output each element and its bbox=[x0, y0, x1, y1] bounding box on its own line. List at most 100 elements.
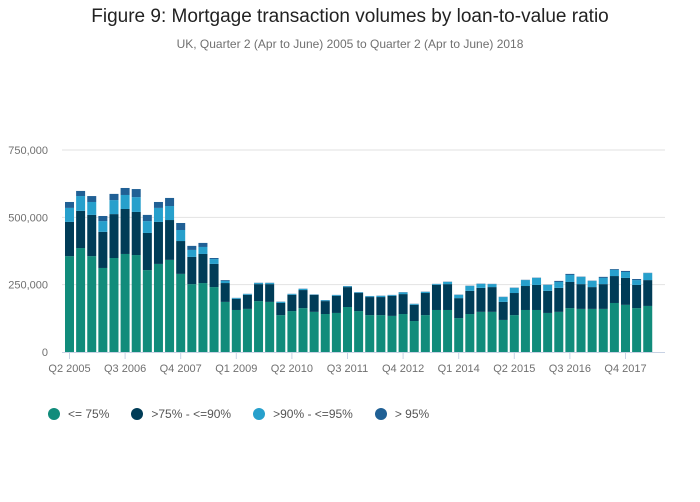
bar-segment-75-90: Q2 2016 >75% - <=90%: 89000 bbox=[554, 287, 564, 312]
bar-segment-75-90: Q3 2016 >75% - <=90%: 97000 bbox=[565, 281, 575, 309]
bar-segment-le75: Q4 2008 <= 75%: 186000 bbox=[220, 301, 230, 352]
bar-segment-gt95: Q3 2017 > 95%: 3000 bbox=[609, 269, 619, 270]
bar-segment-75-90: Q1 2008 >75% - <=90%: 101000 bbox=[187, 256, 197, 285]
x-tick-label: Q2 2015 bbox=[493, 363, 535, 375]
bar-segment-75-90: Q4 2015 >75% - <=90%: 93000 bbox=[532, 284, 542, 310]
bar-segment-75-90: Q2 2007 >75% - <=90%: 156000 bbox=[153, 221, 163, 264]
bar-segment-90-95: Q2 2018 >90% - <=95%: 26000 bbox=[643, 273, 653, 281]
bar-segment-75-90: Q3 2012 >75% - <=90%: 74000 bbox=[387, 295, 397, 316]
bar-segment-le75: Q3 2011 <= 75%: 167000 bbox=[343, 307, 352, 352]
bar-segment-90-95: Q1 2008 >90% - <=95%: 26000 bbox=[187, 249, 197, 257]
y-tick-label: 500,000 bbox=[8, 212, 48, 224]
bar-segment-90-95: Q2 2016 >90% - <=95%: 22000 bbox=[554, 281, 564, 288]
y-tick-label: 0 bbox=[42, 347, 48, 359]
bar-segment-90-95: Q3 2009 >90% - <=95%: 4000 bbox=[254, 283, 264, 285]
x-tick-label: Q3 2011 bbox=[327, 363, 368, 375]
x-tick-label: Q4 2017 bbox=[604, 363, 646, 375]
bar-segment-75-90: Q2 2006 >75% - <=90%: 163000 bbox=[109, 214, 119, 259]
bar-segment-gt95: Q1 2007 > 95%: 23000 bbox=[142, 214, 152, 222]
bar-segment-gt95: Q1 2018 > 95%: 4000 bbox=[632, 279, 642, 281]
bar-segment-le75: Q2 2018 <= 75%: 171000 bbox=[643, 305, 653, 352]
bar-segment-le75: Q4 2010 <= 75%: 149000 bbox=[309, 311, 319, 352]
bar-segment-90-95: Q2 2014 >90% - <=95%: 18000 bbox=[465, 286, 475, 291]
bar-segment-le75: Q2 2013 <= 75%: 137000 bbox=[420, 315, 430, 352]
bar-segment-75-90: Q4 2006 >75% - <=90%: 160000 bbox=[131, 211, 141, 256]
bar-segment-le75: Q3 2013 <= 75%: 156000 bbox=[431, 309, 441, 352]
bar-segment-75-90: Q1 2009 >75% - <=90%: 41000 bbox=[231, 298, 241, 310]
bar-segment-gt95: Q1 2008 > 95%: 15000 bbox=[187, 245, 197, 250]
bar-segment-gt95: Q2 2006 > 95%: 23000 bbox=[109, 193, 119, 201]
bar-segment-90-95: Q2 2009 >90% - <=95%: 3000 bbox=[242, 294, 252, 295]
bar-segment-75-90: Q3 2005 >75% - <=90%: 138000 bbox=[76, 210, 86, 249]
bar-segment-le75: Q4 2005 <= 75%: 356000 bbox=[87, 256, 97, 352]
bar-segment-75-90: Q3 2017 >75% - <=90%: 100000 bbox=[609, 276, 619, 303]
bar-segment-gt95: Q3 2005 > 95%: 19000 bbox=[76, 190, 86, 197]
bar-segment-gt95: Q4 2008 > 95%: 3000 bbox=[220, 280, 230, 281]
bar-segment-le75: Q1 2008 <= 75%: 252000 bbox=[187, 284, 197, 352]
bar-segment-le75: Q1 2009 <= 75%: 156000 bbox=[231, 309, 241, 352]
bar-segment-90-95: Q2 2013 >90% - <=95%: 4000 bbox=[420, 291, 430, 294]
bar-segment-75-90: Q4 2011 >75% - <=90%: 67000 bbox=[354, 293, 364, 312]
bar-segment-75-90: Q3 2006 >75% - <=90%: 167000 bbox=[120, 208, 130, 254]
bar-segment-90-95: Q2 2010 >90% - <=95%: 3000 bbox=[287, 294, 297, 295]
bar-segment-le75: Q1 2015 <= 75%: 119000 bbox=[498, 319, 508, 352]
legend-swatch bbox=[374, 408, 387, 420]
bar-segment-le75: Q3 2015 <= 75%: 156000 bbox=[520, 309, 530, 352]
x-tick-label: Q2 2010 bbox=[271, 363, 313, 375]
bar-segment-75-90: Q2 2009 >75% - <=90%: 52000 bbox=[242, 294, 252, 309]
legend-item-75-90: >75% - <=90% bbox=[131, 407, 231, 421]
bar-segment-75-90: Q2 2012 >75% - <=90%: 67000 bbox=[376, 297, 386, 316]
bar-segment-75-90: Q3 2014 >75% - <=90%: 89000 bbox=[476, 287, 486, 312]
bar-segment-90-95: Q3 2015 >90% - <=95%: 22000 bbox=[520, 280, 530, 287]
bar-segment-75-90: Q2 2008 >75% - <=90%: 108000 bbox=[198, 253, 208, 284]
legend-label: >75% - <=90% bbox=[151, 407, 232, 421]
bar-segment-le75: Q3 2017 <= 75%: 182000 bbox=[609, 302, 619, 352]
bar-segment-75-90: Q1 2007 >75% - <=90%: 138000 bbox=[142, 232, 152, 271]
bar-segment-90-95: Q3 2010 >90% - <=95%: 4000 bbox=[298, 288, 308, 291]
bar-segment-90-95: Q3 2011 >90% - <=95%: 3000 bbox=[343, 286, 352, 288]
bar-segment-75-90: Q1 2016 >75% - <=90%: 82000 bbox=[543, 290, 553, 313]
bar-segment-le75: Q3 2009 <= 75%: 189000 bbox=[254, 301, 264, 352]
bar-segment-90-95: Q1 2007 >90% - <=95%: 44000 bbox=[142, 221, 152, 233]
bar-segment-75-90: Q3 2011 >75% - <=90%: 74000 bbox=[343, 287, 352, 308]
bar-segment-90-95: Q2 2015 >90% - <=95%: 19000 bbox=[509, 287, 519, 294]
bar-segment-le75: Q4 2006 <= 75%: 360000 bbox=[131, 255, 141, 352]
bar-segment-le75: Q2 2006 <= 75%: 349000 bbox=[109, 258, 119, 352]
x-tick-label: Q1 2014 bbox=[438, 363, 480, 375]
bar-segment-75-90: Q1 2012 >75% - <=90%: 67000 bbox=[365, 297, 375, 316]
legend: <= 75% >75% - <=90% >90% - <=95% > 95% bbox=[48, 407, 451, 421]
bar-segment-le75: Q1 2013 <= 75%: 115000 bbox=[409, 321, 419, 352]
bar-segment-le75: Q1 2016 <= 75%: 145000 bbox=[543, 312, 553, 352]
bar-segment-le75: Q3 2008 <= 75%: 241000 bbox=[209, 287, 219, 352]
x-tick-label: Q4 2007 bbox=[160, 363, 202, 375]
bar-segment-75-90: Q3 2010 >75% - <=90%: 67000 bbox=[298, 290, 308, 309]
bar-segment-75-90: Q2 2015 >75% - <=90%: 82000 bbox=[509, 293, 519, 316]
bar-segment-75-90: Q2 2017 >75% - <=90%: 92000 bbox=[598, 284, 608, 309]
bar-segment-le75: Q3 2007 <= 75%: 342000 bbox=[165, 259, 175, 352]
legend-item-le75: <= 75% bbox=[48, 407, 109, 421]
y-tick-label: 250,000 bbox=[8, 280, 48, 292]
bar-segment-90-95: Q1 2011 >90% - <=95%: 3000 bbox=[320, 300, 330, 302]
bar-segment-gt95: Q3 2008 > 95%: 4000 bbox=[209, 258, 219, 260]
bar-segment-75-90: Q2 2010 >75% - <=90%: 60000 bbox=[287, 294, 297, 312]
bar-segment-90-95: Q1 2015 >90% - <=95%: 18000 bbox=[498, 297, 508, 302]
bar-segment-90-95: Q2 2007 >90% - <=95%: 52000 bbox=[153, 207, 163, 222]
bar-segment-gt95: Q2 2016 > 95%: 4000 bbox=[554, 280, 564, 282]
bar-segment-le75: Q1 2012 <= 75%: 137000 bbox=[365, 315, 375, 352]
bar-segment-le75: Q4 2014 <= 75%: 149000 bbox=[487, 311, 497, 352]
bar-segment-le75: Q1 2011 <= 75%: 141000 bbox=[320, 314, 330, 352]
bar-segment-90-95: Q1 2017 >90% - <=95%: 23000 bbox=[587, 280, 597, 288]
bar-segment-90-95: Q1 2006 >90% - <=95%: 40000 bbox=[98, 221, 108, 232]
bar-segment-gt95: Q3 2006 > 95%: 26000 bbox=[120, 187, 130, 195]
bar-segment-90-95: Q4 2016 >90% - <=95%: 27000 bbox=[576, 276, 586, 285]
bar-segment-90-95: Q4 2014 >90% - <=95%: 11000 bbox=[487, 284, 497, 288]
legend-swatch bbox=[131, 408, 144, 420]
bar-segment-le75: Q2 2012 <= 75%: 137000 bbox=[376, 315, 386, 352]
bar-segment-le75: Q2 2009 <= 75%: 160000 bbox=[242, 308, 252, 352]
bar-segment-le75: Q4 2007 <= 75%: 290000 bbox=[176, 273, 186, 352]
bar-segment-le75: Q3 2014 <= 75%: 149000 bbox=[476, 311, 486, 352]
bar-segment-75-90: Q4 2013 >75% - <=90%: 96000 bbox=[443, 284, 453, 310]
bar-segment-90-95: Q4 2006 >90% - <=95%: 55000 bbox=[131, 197, 141, 212]
bar-segment-90-95: Q1 2016 >90% - <=95%: 22000 bbox=[543, 284, 553, 291]
bar-segment-le75: Q2 2011 <= 75%: 145000 bbox=[331, 312, 341, 352]
